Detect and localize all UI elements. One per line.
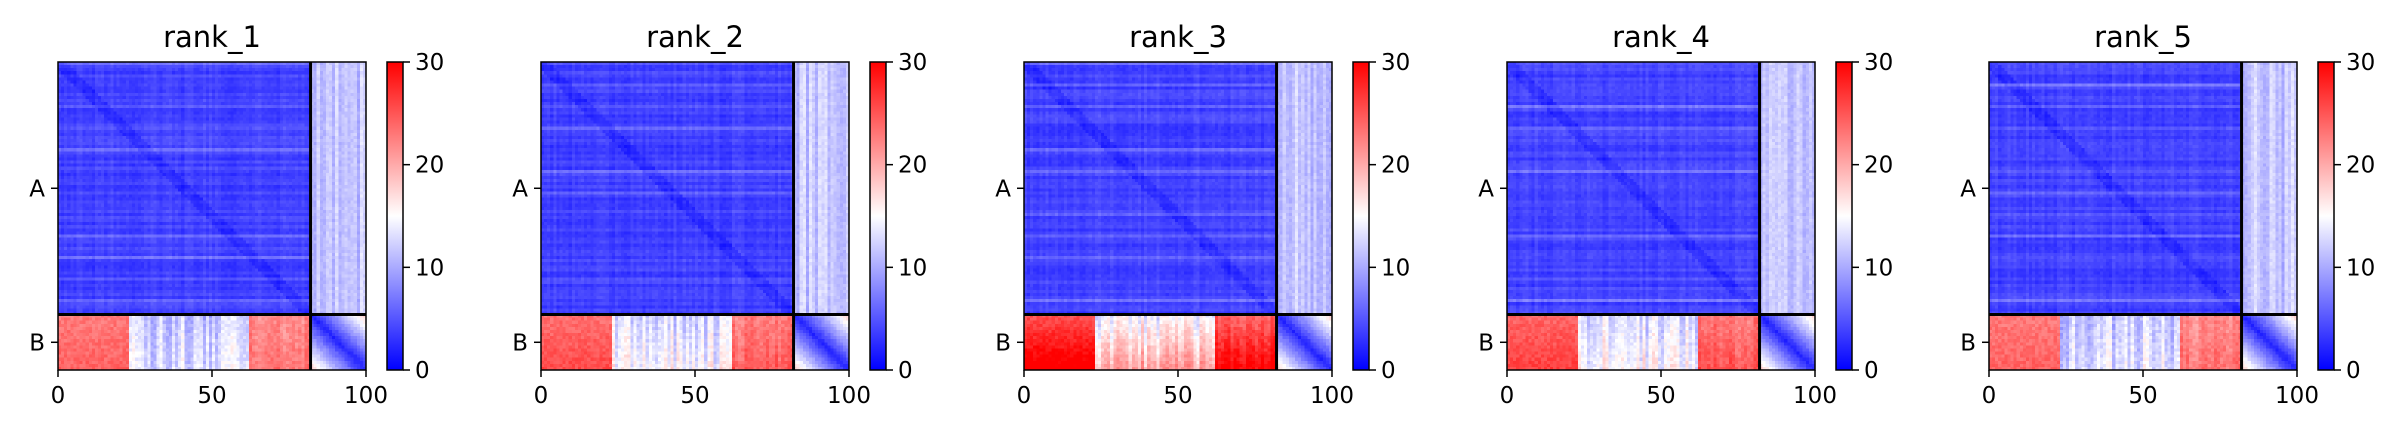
panel-title: rank_4 [1612,20,1710,54]
colorbar-tick-label: 0 [2346,358,2361,384]
colorbar-tick-label: 20 [415,153,444,179]
panel-title: rank_3 [1129,20,1227,54]
panel-rank_2: rank_2 A B 0 50 100 0 10 20 30 [512,20,927,409]
colorbar-frame [2317,61,2335,371]
colorbar-tick-label: 10 [415,255,444,281]
x-tick-label: 50 [197,383,226,409]
colorbar-tick-label: 20 [2346,153,2375,179]
x-tick-label: 100 [1793,383,1837,409]
colorbar-tick-label: 20 [1381,153,1410,179]
x-tick-label: 50 [1163,383,1192,409]
colorbar-tick-label: 0 [1864,358,1879,384]
colorbar [1353,62,1369,370]
colorbar-frame [386,61,404,371]
colorbar-frame [1352,61,1370,371]
colorbar-tick-label: 10 [1864,255,1893,281]
panel-title: rank_1 [163,20,261,54]
x-tick-label: 0 [534,383,549,409]
x-tick-label: 50 [2128,383,2157,409]
x-tick-label: 100 [2275,383,2319,409]
colorbar-tick-label: 0 [898,358,913,384]
x-tick-label: 50 [1646,383,1675,409]
colorbar-tick-label: 30 [1864,50,1893,76]
y-tick-label: A [1478,176,1494,202]
colorbar [387,62,403,370]
colorbar-tick-label: 0 [415,358,430,384]
y-tick-label: B [512,330,528,356]
panel-rank_1: rank_1 A B 0 50 100 0 10 20 30 [29,20,444,409]
y-tick-label: A [1960,176,1976,202]
panel-title: rank_2 [646,20,744,54]
pae-heatmap [1507,62,1815,370]
panel-title: rank_5 [2094,20,2192,54]
colorbar-tick-label: 10 [2346,255,2375,281]
x-tick-label: 0 [51,383,66,409]
colorbar-tick-label: 10 [898,255,927,281]
colorbar-tick-label: 30 [898,50,927,76]
colorbar [2318,62,2334,370]
y-tick-label: B [1960,330,1976,356]
pae-heatmap [541,62,849,370]
colorbar-frame [869,61,887,371]
panel-rank_5: rank_5 A B 0 50 100 0 10 20 30 [1960,20,2375,409]
pae-heatmap [1024,62,1332,370]
y-tick-label: B [1478,330,1494,356]
x-tick-label: 50 [680,383,709,409]
panel-rank_3: rank_3 A B 0 50 100 0 10 20 30 [995,20,1410,409]
colorbar-tick-label: 20 [898,153,927,179]
y-tick-label: A [512,176,528,202]
x-tick-label: 0 [1500,383,1515,409]
colorbar-tick-label: 20 [1864,153,1893,179]
x-tick-label: 100 [344,383,388,409]
y-tick-label: A [29,176,45,202]
colorbar-frame [1835,61,1853,371]
colorbar-tick-label: 10 [1381,255,1410,281]
y-tick-label: B [995,330,1011,356]
colorbar [1836,62,1852,370]
x-tick-label: 100 [1310,383,1354,409]
pae-heatmap [58,62,366,370]
x-tick-label: 0 [1017,383,1032,409]
pae-heatmap [1989,62,2297,370]
y-tick-label: A [995,176,1011,202]
x-tick-label: 0 [1982,383,1997,409]
panel-rank_4: rank_4 A B 0 50 100 0 10 20 30 [1478,20,1893,409]
colorbar-tick-label: 30 [1381,50,1410,76]
colorbar-tick-label: 30 [2346,50,2375,76]
colorbar [870,62,886,370]
colorbar-tick-label: 0 [1381,358,1396,384]
y-tick-label: B [29,330,45,356]
colorbar-tick-label: 30 [415,50,444,76]
x-tick-label: 100 [827,383,871,409]
